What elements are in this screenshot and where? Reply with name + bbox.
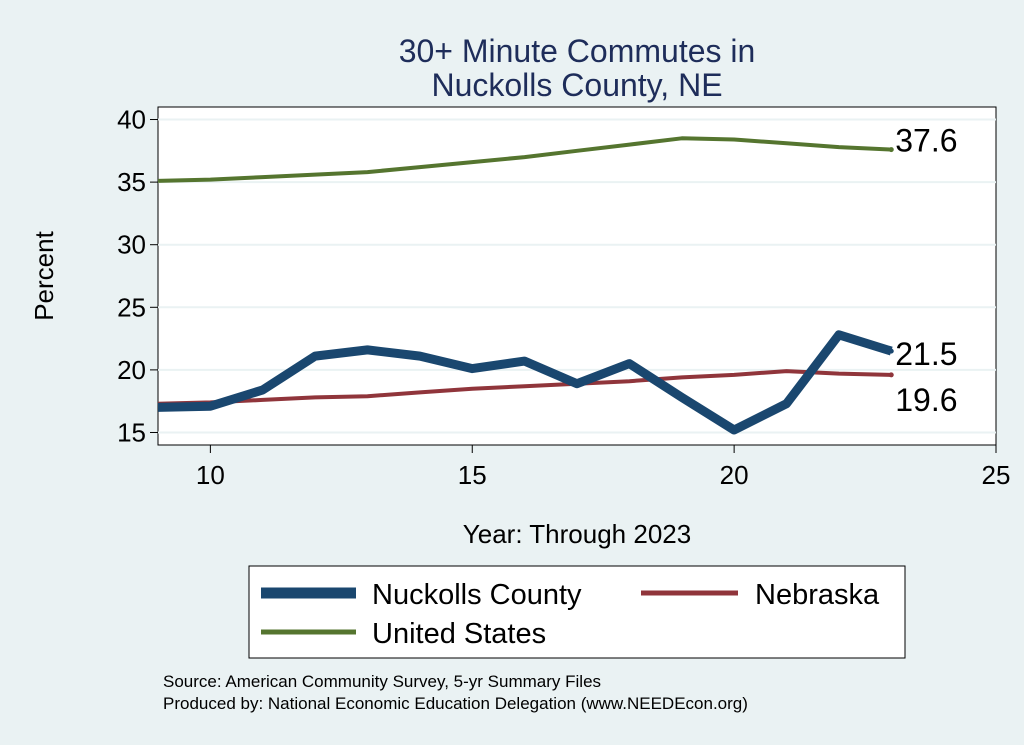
x-tick-label: 25: [982, 460, 1011, 490]
legend-label-united-states: United States: [372, 618, 546, 650]
x-axis-title: Year: Through 2023: [463, 519, 691, 549]
y-tick-label: 15: [117, 417, 146, 447]
y-tick-label: 25: [117, 292, 146, 322]
y-tick-label: 40: [117, 105, 146, 135]
source-note: Source: American Community Survey, 5-yr …: [163, 672, 601, 691]
legend: Nuckolls County Nebraska United States: [248, 565, 906, 659]
chart-title-line1: 30+ Minute Commutes in: [399, 33, 756, 69]
end-value-label-nuckolls-county: 21.5: [895, 336, 957, 372]
end-value-label-nebraska: 19.6: [895, 382, 957, 418]
series-end-point: [888, 372, 894, 378]
series-line-united-states: [157, 136, 892, 183]
series-line-nuckolls-county: [157, 330, 893, 435]
series-line-nebraska: [157, 369, 892, 406]
end-value-label-united-states: 37.6: [895, 123, 957, 159]
legend-label-nuckolls-county: Nuckolls County: [372, 579, 582, 611]
end-labels: 21.5 19.6 37.6: [888, 123, 958, 418]
legend-box: [248, 565, 906, 659]
series-end-point: [888, 147, 894, 153]
produced-note: Produced by: National Economic Education…: [163, 694, 748, 713]
y-tick-label: 20: [117, 355, 146, 385]
plot-area: [157, 106, 997, 446]
series-end-point: [888, 348, 894, 354]
y-tick-label: 35: [117, 167, 146, 197]
legend-label-nebraska: Nebraska: [755, 579, 880, 611]
y-axis-title: Percent: [29, 230, 59, 320]
x-tick-label: 20: [720, 460, 749, 490]
chart-title-line2: Nuckolls County, NE: [431, 67, 722, 103]
x-tick-label: 10: [196, 460, 225, 490]
y-axis: 15 20 25 30 35 40: [117, 105, 158, 447]
y-tick-label: 30: [117, 230, 146, 260]
x-tick-label: 15: [458, 460, 487, 490]
x-axis: 10 15 20 25: [196, 445, 1011, 490]
series-lines: [157, 136, 893, 435]
